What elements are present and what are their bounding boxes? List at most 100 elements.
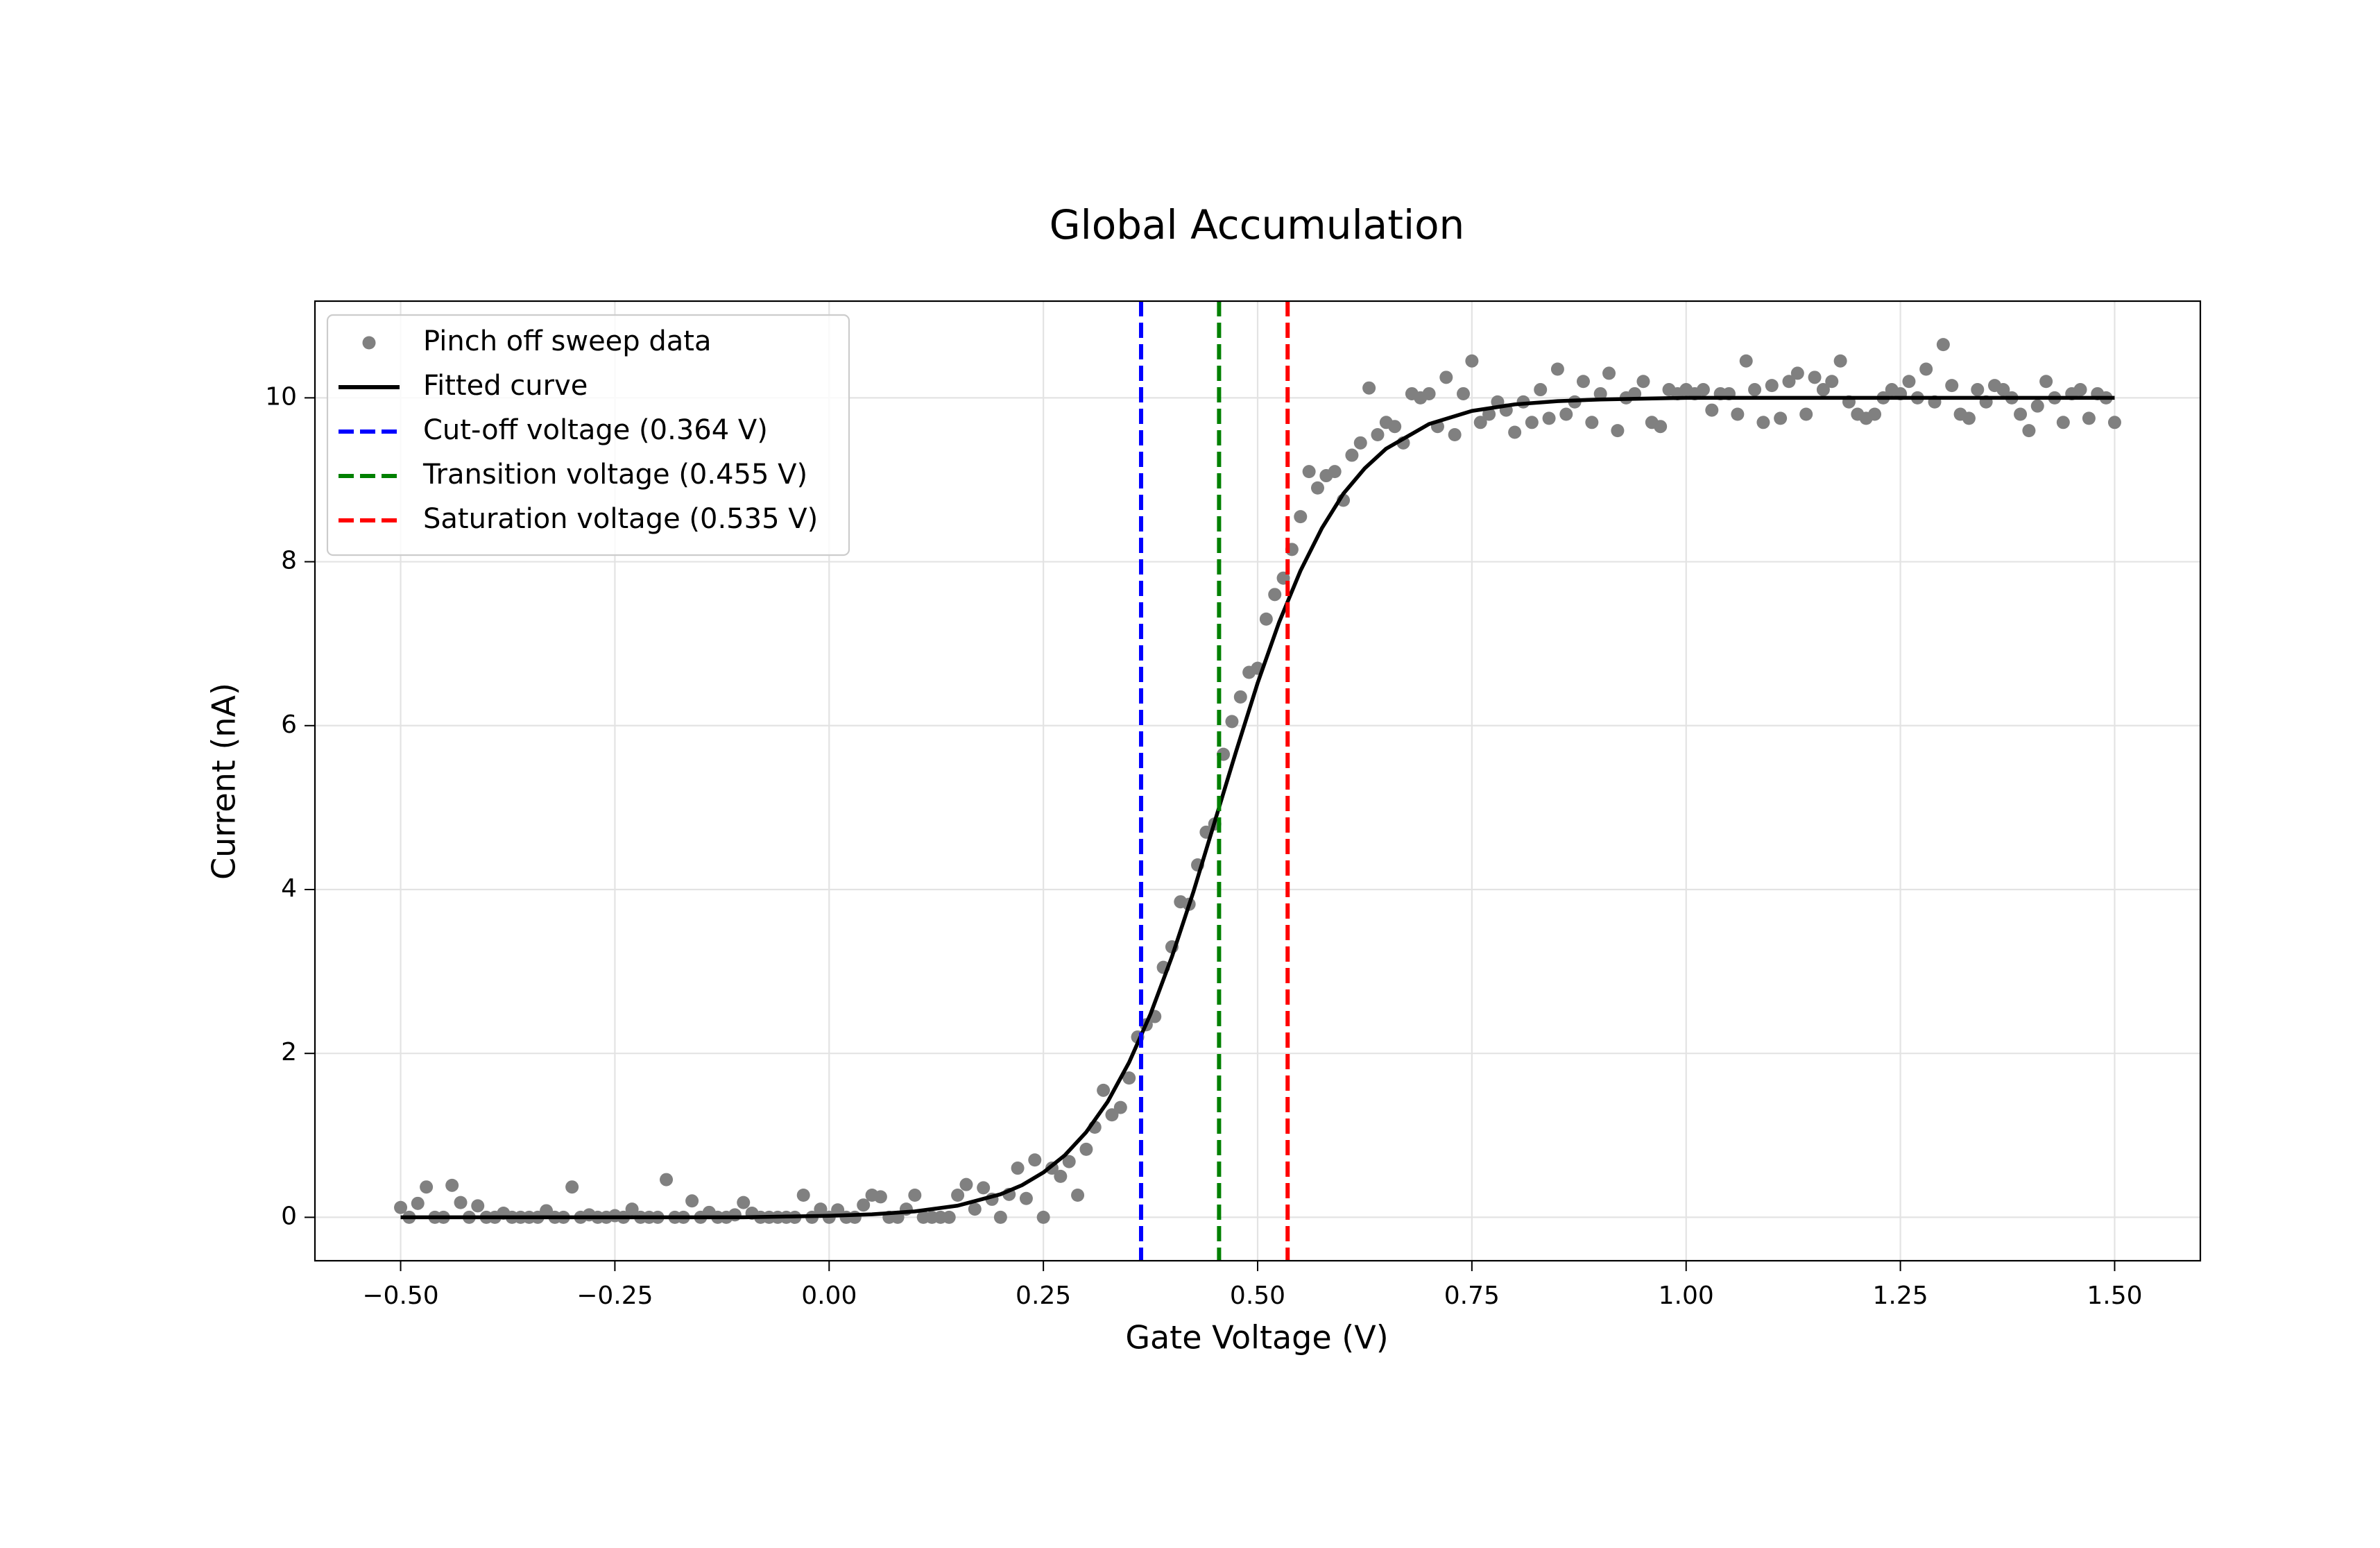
- data-point: [1062, 1155, 1076, 1168]
- y-axis-label: Current (nA): [205, 683, 243, 880]
- data-point: [1636, 375, 1650, 389]
- data-point: [471, 1199, 485, 1213]
- data-point: [1782, 375, 1796, 389]
- data-point: [1902, 375, 1916, 389]
- data-point: [993, 1210, 1007, 1224]
- data-point: [1585, 416, 1599, 429]
- data-point: [565, 1180, 579, 1194]
- data-point: [445, 1178, 459, 1192]
- data-point: [2056, 416, 2070, 429]
- data-point: [1019, 1191, 1033, 1205]
- x-tick-label: 0.75: [1444, 1282, 1500, 1310]
- x-tick-label: 0.00: [801, 1282, 857, 1310]
- data-point: [1851, 407, 1865, 421]
- data-point: [951, 1189, 965, 1202]
- data-point: [2107, 416, 2121, 429]
- data-point: [1294, 510, 1308, 524]
- data-point: [1353, 436, 1367, 450]
- data-point: [1371, 428, 1385, 442]
- x-tick-label: 1.25: [1873, 1282, 1928, 1310]
- data-point: [977, 1181, 991, 1195]
- legend-label: Cut-off voltage (0.364 V): [423, 414, 768, 446]
- y-tick-label: 6: [281, 711, 297, 739]
- data-point: [831, 1203, 845, 1217]
- data-point: [1079, 1142, 1093, 1156]
- data-point: [1550, 362, 1564, 376]
- legend-marker: [362, 336, 376, 350]
- data-point: [1971, 383, 1985, 397]
- data-point: [1473, 416, 1487, 429]
- data-point: [968, 1202, 982, 1216]
- y-tick-label: 4: [281, 874, 297, 903]
- data-point: [1310, 481, 1324, 495]
- x-axis-label: Gate Voltage (V): [1125, 1319, 1388, 1356]
- legend-label: Fitted curve: [423, 370, 588, 402]
- data-point: [1559, 407, 1573, 421]
- data-point: [1405, 386, 1419, 400]
- x-tick-label: 0.50: [1230, 1282, 1285, 1310]
- data-point: [1525, 416, 1539, 429]
- data-point: [1602, 366, 1616, 380]
- data-point: [454, 1196, 468, 1209]
- data-point: [1071, 1189, 1085, 1202]
- data-point: [1953, 407, 1967, 421]
- data-point: [1808, 371, 1822, 384]
- chart-title: Global Accumulation: [1050, 201, 1465, 248]
- data-point: [1268, 588, 1282, 602]
- data-point: [1748, 383, 1762, 397]
- data-point: [1739, 354, 1753, 368]
- data-point: [1113, 1100, 1127, 1114]
- x-tick-label: −0.25: [576, 1282, 653, 1310]
- data-point: [1448, 428, 1462, 442]
- data-point: [1011, 1162, 1025, 1175]
- data-point: [959, 1177, 973, 1191]
- data-point: [916, 1210, 930, 1224]
- axes-frame: [314, 300, 2202, 1262]
- data-point: [1225, 715, 1239, 729]
- legend-label: Saturation voltage (0.535 V): [423, 503, 818, 535]
- data-point: [1028, 1153, 1042, 1167]
- data-point: [420, 1180, 434, 1194]
- data-point: [1345, 448, 1359, 462]
- y-tick-label: 0: [281, 1202, 297, 1230]
- data-point: [796, 1189, 810, 1202]
- fitted-curve: [400, 395, 2115, 1220]
- data-point: [1662, 383, 1676, 397]
- x-tick-label: 1.50: [2087, 1282, 2142, 1310]
- data-point: [1816, 383, 1830, 397]
- data-point: [857, 1198, 871, 1212]
- data-point: [1379, 416, 1393, 429]
- data-point: [1987, 379, 2001, 393]
- data-point: [1259, 612, 1273, 626]
- data-point: [1542, 411, 1556, 425]
- x-tick-label: 0.25: [1016, 1282, 1071, 1310]
- data-point: [1945, 379, 1959, 393]
- data-point: [1302, 465, 1316, 479]
- data-point: [1174, 895, 1188, 909]
- data-point: [908, 1189, 922, 1202]
- y-tick-label: 2: [281, 1038, 297, 1066]
- data-point: [1833, 354, 1847, 368]
- data-point: [1482, 407, 1496, 421]
- data-point: [1534, 383, 1548, 397]
- data-point: [1319, 469, 1333, 483]
- data-point: [1756, 416, 1770, 429]
- data-point: [2030, 399, 2044, 413]
- x-tick-label: 1.00: [1659, 1282, 1714, 1310]
- data-point: [1439, 371, 1453, 384]
- data-point: [1457, 386, 1471, 400]
- data-point: [1593, 386, 1607, 400]
- data-point: [1705, 403, 1719, 417]
- data-point: [1611, 424, 1625, 438]
- x-tick-label: −0.50: [362, 1282, 438, 1310]
- data-point: [660, 1173, 674, 1186]
- data-point: [1799, 407, 1813, 421]
- data-point: [1825, 375, 1839, 389]
- data-point: [1036, 1210, 1050, 1224]
- data-point: [394, 1200, 408, 1214]
- data-point: [1054, 1169, 1068, 1183]
- data-point: [1765, 379, 1779, 393]
